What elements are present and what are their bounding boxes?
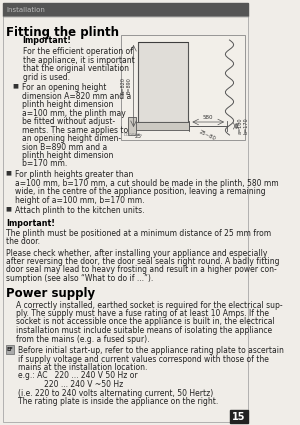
Text: that the original ventilation: that the original ventilation — [22, 64, 128, 73]
Text: Important!: Important! — [22, 36, 71, 45]
Text: b=170 mm.: b=170 mm. — [22, 159, 67, 168]
Text: dimension A=820 mm and a: dimension A=820 mm and a — [22, 91, 131, 100]
Text: installation must include suitable means of isolating the appliance: installation must include suitable means… — [16, 326, 272, 335]
Text: a=100 mm, b=170 mm, a cut should be made in the plinth, 580 mm: a=100 mm, b=170 mm, a cut should be made… — [15, 178, 279, 187]
Text: sumption (see also “What to do if ...”).: sumption (see also “What to do if ...”). — [6, 274, 153, 283]
Text: Power supply: Power supply — [6, 287, 95, 300]
Text: 15: 15 — [232, 411, 246, 422]
Text: D00090s: D00090s — [124, 133, 143, 137]
Bar — [230, 410, 248, 423]
Text: mains at the installation location.: mains at the installation location. — [17, 363, 147, 372]
Text: a=100
b=170: a=100 b=170 — [238, 118, 249, 134]
Text: the appliance, it is important: the appliance, it is important — [22, 56, 134, 65]
Text: ply. The supply must have a fuse rating of at least 10 Amps. If the: ply. The supply must have a fuse rating … — [16, 309, 269, 318]
Text: after reversing the door, the door seal seals right round. A badly fitting: after reversing the door, the door seal … — [6, 257, 279, 266]
Bar — [6, 345, 14, 354]
Text: 580: 580 — [203, 115, 214, 120]
Text: A=820
B=890: A=820 B=890 — [121, 78, 132, 94]
Text: Before initial start-up, refer to the appliance rating plate to ascertain: Before initial start-up, refer to the ap… — [17, 346, 283, 355]
Text: the door.: the door. — [6, 237, 40, 246]
Text: Attach plinth to the kitchen units.: Attach plinth to the kitchen units. — [15, 206, 145, 215]
Text: 25~80: 25~80 — [198, 129, 216, 141]
Bar — [121, 35, 244, 140]
Text: ■: ■ — [13, 83, 18, 88]
Text: a=100 mm, the plinth may: a=100 mm, the plinth may — [22, 108, 125, 117]
Text: grid is used.: grid is used. — [22, 73, 70, 82]
Text: if supply voltage and current values correspond with those of the: if supply voltage and current values cor… — [17, 354, 268, 363]
Text: For plinth heights greater than: For plinth heights greater than — [15, 170, 134, 179]
Text: door seal may lead to heavy frosting and result in a higher power con-: door seal may lead to heavy frosting and… — [6, 266, 277, 275]
Text: The rating plate is inside the appliance on the right.: The rating plate is inside the appliance… — [17, 397, 218, 406]
Text: Important!: Important! — [6, 218, 55, 227]
Text: The plinth must be positioned at a minimum distance of 25 mm from: The plinth must be positioned at a minim… — [6, 229, 271, 238]
Text: plinth height dimension: plinth height dimension — [22, 100, 113, 109]
Text: be fitted without adjust-: be fitted without adjust- — [22, 117, 115, 126]
Bar — [138, 42, 188, 122]
Text: plinth height dimension: plinth height dimension — [22, 151, 113, 160]
Text: Fitting the plinth: Fitting the plinth — [6, 26, 119, 39]
Text: Please check whether, after installing your appliance and especially: Please check whether, after installing y… — [6, 249, 267, 258]
Text: an opening height dimen-: an opening height dimen- — [22, 134, 121, 143]
Text: EF: EF — [7, 347, 14, 352]
Text: For the efficient operation of: For the efficient operation of — [22, 47, 132, 56]
Text: sion B=890 mm and a: sion B=890 mm and a — [22, 142, 107, 151]
Text: For an opening height: For an opening height — [22, 83, 106, 92]
Bar — [2, 3, 248, 16]
Text: ■: ■ — [6, 206, 12, 211]
Text: height of a=100 mm, b=170 mm.: height of a=100 mm, b=170 mm. — [15, 196, 145, 204]
Text: from the mains (e.g. a fused spur).: from the mains (e.g. a fused spur). — [16, 334, 149, 343]
Text: (i.e. 220 to 240 volts alternating current, 50 Hertz): (i.e. 220 to 240 volts alternating curre… — [17, 388, 213, 397]
Text: Installation: Installation — [7, 6, 46, 12]
Text: wide, in the centre of the appliance position, leaving a remaining: wide, in the centre of the appliance pos… — [15, 187, 266, 196]
Bar — [128, 117, 136, 135]
Bar — [135, 122, 189, 130]
Text: ■: ■ — [6, 170, 12, 175]
Text: 220 ... 240 V ~50 Hz: 220 ... 240 V ~50 Hz — [17, 380, 123, 389]
Text: socket is not accessible once the appliance is built in, the electrical: socket is not accessible once the applia… — [16, 317, 274, 326]
Text: A correctly installed, earthed socket is required for the electrical sup-: A correctly installed, earthed socket is… — [16, 300, 283, 309]
Text: 25: 25 — [134, 134, 141, 139]
Text: ments. The same applies to: ments. The same applies to — [22, 125, 128, 134]
Text: e.g.: AC   220 ... 240 V 50 Hz or: e.g.: AC 220 ... 240 V 50 Hz or — [17, 371, 137, 380]
